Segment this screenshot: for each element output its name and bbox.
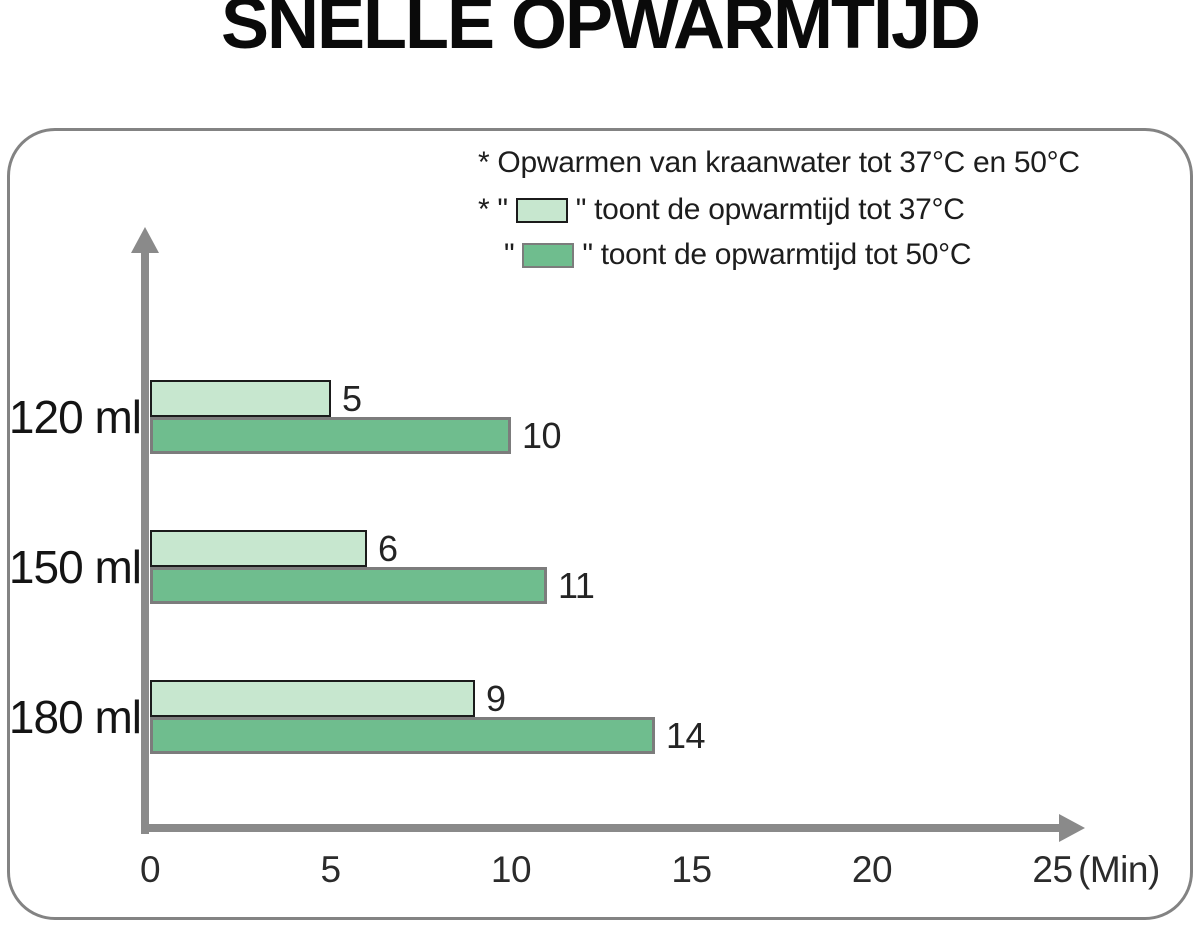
bar-37c-180ml [150,680,475,717]
chart-panel [7,128,1193,920]
value-label-50c-150ml: 11 [558,564,595,606]
x-tick-15: 15 [671,849,712,890]
bar-50c-150ml [150,567,547,604]
legend-swatch-50c-icon [522,242,575,268]
legend-item-50c: " " toont de opwarmtijd tot 50°C [478,238,1080,272]
legend-item-50c-prefix: " [504,238,515,271]
bar-37c-120ml [150,380,331,417]
bar-50c-180ml [150,717,655,754]
chart-title: SNELLE OPWARMTIJD [220,0,981,64]
category-label-180ml: 180 ml [8,691,142,743]
value-label-37c-120ml: 5 [342,377,362,419]
value-label-50c-180ml: 14 [666,714,706,756]
legend-item-37c-prefix: * " [478,193,508,226]
y-axis-line [141,250,149,834]
x-tick-10: 10 [490,849,532,890]
legend-item-37c: * " " toont de opwarmtijd tot 37°C [478,193,1080,227]
bar-37c-150ml [150,530,367,567]
x-tick-20: 20 [851,849,893,890]
x-axis-arrow-icon [1059,814,1085,842]
value-label-37c-150ml: 6 [378,527,398,569]
y-axis-arrow-icon [131,227,159,253]
legend-item-50c-label: " toont de opwarmtijd tot 50°C [582,238,972,271]
x-tick-5: 5 [320,849,341,890]
x-tick-25: 25 [1032,849,1073,890]
legend-swatch-37c-icon [515,197,568,223]
category-label-150ml: 150 ml [8,541,142,593]
bar-50c-120ml [150,417,511,454]
x-axis-unit-label: (Min) [1078,849,1160,890]
x-axis-line [141,824,1061,832]
category-label-120ml: 120 ml [8,391,142,443]
legend-item-37c-label: " toont de opwarmtijd tot 37°C [575,193,965,226]
x-tick-0: 0 [139,849,161,890]
legend-note-text: * Opwarmen van kraanwater tot 37°C en 50… [478,146,1080,179]
legend: * Opwarmen van kraanwater tot 37°C en 50… [478,146,1080,283]
value-label-37c-180ml: 9 [486,677,506,719]
value-label-50c-120ml: 10 [522,414,562,456]
legend-note: * Opwarmen van kraanwater tot 37°C en 50… [478,146,1080,180]
